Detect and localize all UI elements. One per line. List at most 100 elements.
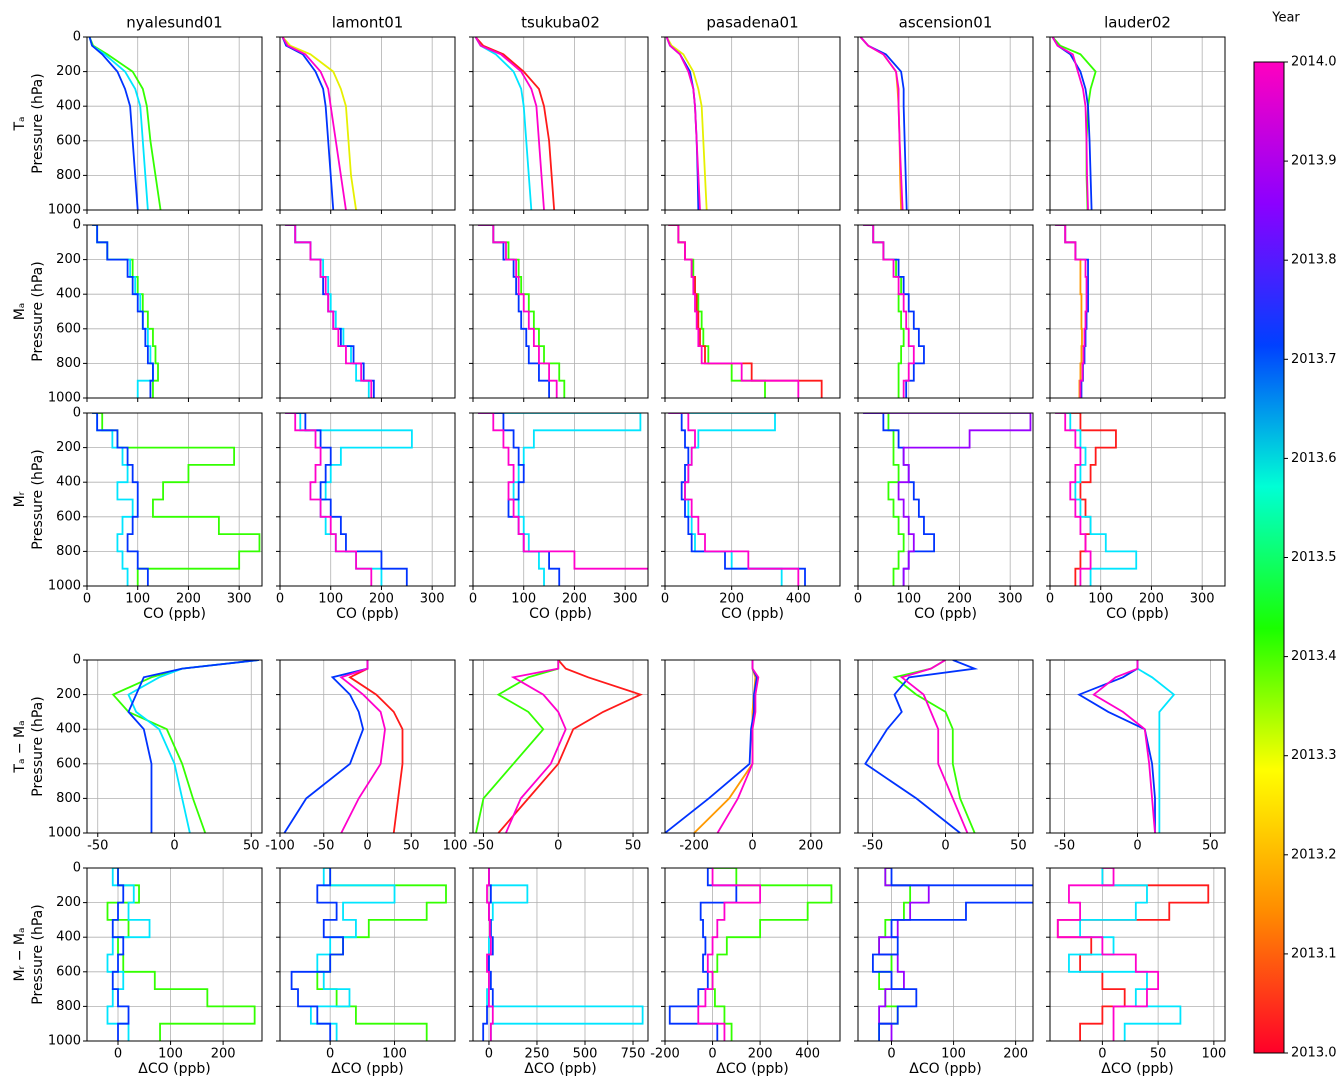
panel: -100 -50 0 50 100 [265, 659, 467, 854]
plot-frame [86, 659, 263, 834]
plot-frame [1049, 867, 1226, 1042]
x-tick-label: -50 [862, 839, 883, 854]
y-tick-label: 400 [56, 930, 81, 945]
lines [1051, 37, 1097, 210]
y-tick-label: 200 [56, 687, 81, 702]
profile-line [474, 37, 545, 210]
y-tick-label: 1000 [48, 826, 81, 841]
x-tick-label: 0 [170, 839, 178, 854]
lines [863, 413, 1032, 586]
x-tick-label: -50 [313, 839, 334, 854]
profile-line [668, 413, 800, 586]
x-tick-label: 50 [625, 839, 642, 854]
profile-line [864, 660, 979, 833]
lines [668, 868, 833, 1041]
x-axis-label: CO (ppb) [336, 606, 399, 622]
y-tick-label: 800 [56, 791, 81, 806]
panel-title: tsukuba02 [521, 14, 600, 32]
row-label: Tₐ − Mₐ [12, 720, 28, 773]
x-tick-label: 0 [1098, 1047, 1106, 1062]
y-axis-label: Pressure (hPa) [30, 696, 46, 796]
x-tick-label: 0 [661, 592, 669, 607]
x-axis-label: ΔCO (ppb) [524, 1061, 596, 1077]
y-tick-label: 0 [73, 406, 81, 421]
y-tick-label: 400 [56, 287, 81, 302]
colorbar-tick-label: 2013.1 [1291, 946, 1337, 961]
panel: 0 50 100 ΔCO (ppb) [1046, 867, 1226, 1077]
x-tick-label: 0 [485, 1047, 493, 1062]
lines [474, 37, 556, 210]
panel: -200 0 200 400 ΔCO (ppb) [650, 867, 841, 1077]
panel: -50 0 50 [469, 659, 649, 854]
lines [871, 868, 1033, 1041]
plot-frame [664, 867, 841, 1042]
colorbar-tick-label: 2013.9 [1291, 154, 1337, 169]
profile-line [1056, 868, 1160, 1041]
x-axis-label: CO (ppb) [1106, 606, 1169, 622]
profile-line [1055, 225, 1088, 398]
panel: 0 100 200 300 CO (ppb) [1046, 412, 1226, 622]
profile-line [693, 660, 757, 833]
x-tick-label: 750 [621, 1047, 646, 1062]
profile-line [697, 868, 762, 1041]
plot-frame [472, 412, 649, 587]
x-tick-label: 0 [363, 839, 371, 854]
x-tick-label: 300 [420, 592, 445, 607]
panel: 0 100 200 300 0 200 400 600 800 1000 CO (ppb) Mᵣ Pre… [12, 406, 263, 622]
plot-frame [857, 412, 1034, 587]
profile-line [497, 660, 643, 833]
x-axis-label: ΔCO (ppb) [138, 1061, 210, 1077]
x-axis-label: CO (ppb) [721, 606, 784, 622]
profile-line [285, 413, 373, 586]
profile-line [859, 37, 904, 210]
lines [92, 413, 261, 586]
y-tick-label: 600 [56, 133, 81, 148]
x-tick-label: 200 [748, 1047, 773, 1062]
x-tick-label: 100 [382, 1047, 407, 1062]
plot-frame [664, 36, 841, 211]
profile-line [285, 413, 413, 586]
x-tick-label: -100 [265, 839, 295, 854]
x-tick-label: 200 [947, 592, 972, 607]
panel: -50 0 50 0 200 400 600 800 1000 Tₐ − Mₐ Pressure (… [12, 653, 263, 854]
profile-line [478, 413, 561, 586]
lines [864, 660, 979, 833]
profile-line [665, 37, 701, 210]
plot-frame [279, 867, 456, 1042]
colorbar-tick-label: 2013.5 [1291, 550, 1337, 565]
x-tick-label: 200 [369, 592, 394, 607]
profile-line [859, 37, 903, 210]
x-tick-label: 0 [469, 592, 477, 607]
x-tick-label: 0 [1046, 592, 1054, 607]
plot-frame [279, 659, 456, 834]
lines [285, 413, 413, 586]
panel: 0 250 500 750 ΔCO (ppb) [469, 867, 649, 1077]
panel [1046, 224, 1226, 402]
lines [92, 225, 159, 398]
profile-line [92, 225, 154, 398]
x-tick-label: 200 [176, 592, 201, 607]
profile-line [127, 660, 260, 833]
panel [854, 224, 1034, 402]
y-tick-label: 200 [56, 64, 81, 79]
y-tick-label: 0 [73, 861, 81, 876]
profile-line [486, 868, 494, 1041]
lines [281, 37, 357, 210]
x-tick-label: 0 [887, 1047, 895, 1062]
profile-line [475, 660, 560, 833]
lines [863, 225, 925, 398]
profile-line [88, 37, 162, 210]
x-tick-label: 100 [896, 592, 921, 607]
colorbar-tick-label: 2013.7 [1291, 352, 1337, 367]
profile-line [106, 868, 256, 1041]
x-tick-label: 0 [854, 592, 862, 607]
x-axis-label: ΔCO (ppb) [909, 1061, 981, 1077]
lines [475, 660, 643, 833]
profile-line [127, 660, 260, 833]
panel: 0 100 200 300 CO (ppb) [276, 412, 456, 622]
y-tick-label: 400 [56, 99, 81, 114]
lines [1055, 413, 1138, 586]
profile-line [111, 660, 260, 833]
y-tick-label: 0 [73, 30, 81, 45]
